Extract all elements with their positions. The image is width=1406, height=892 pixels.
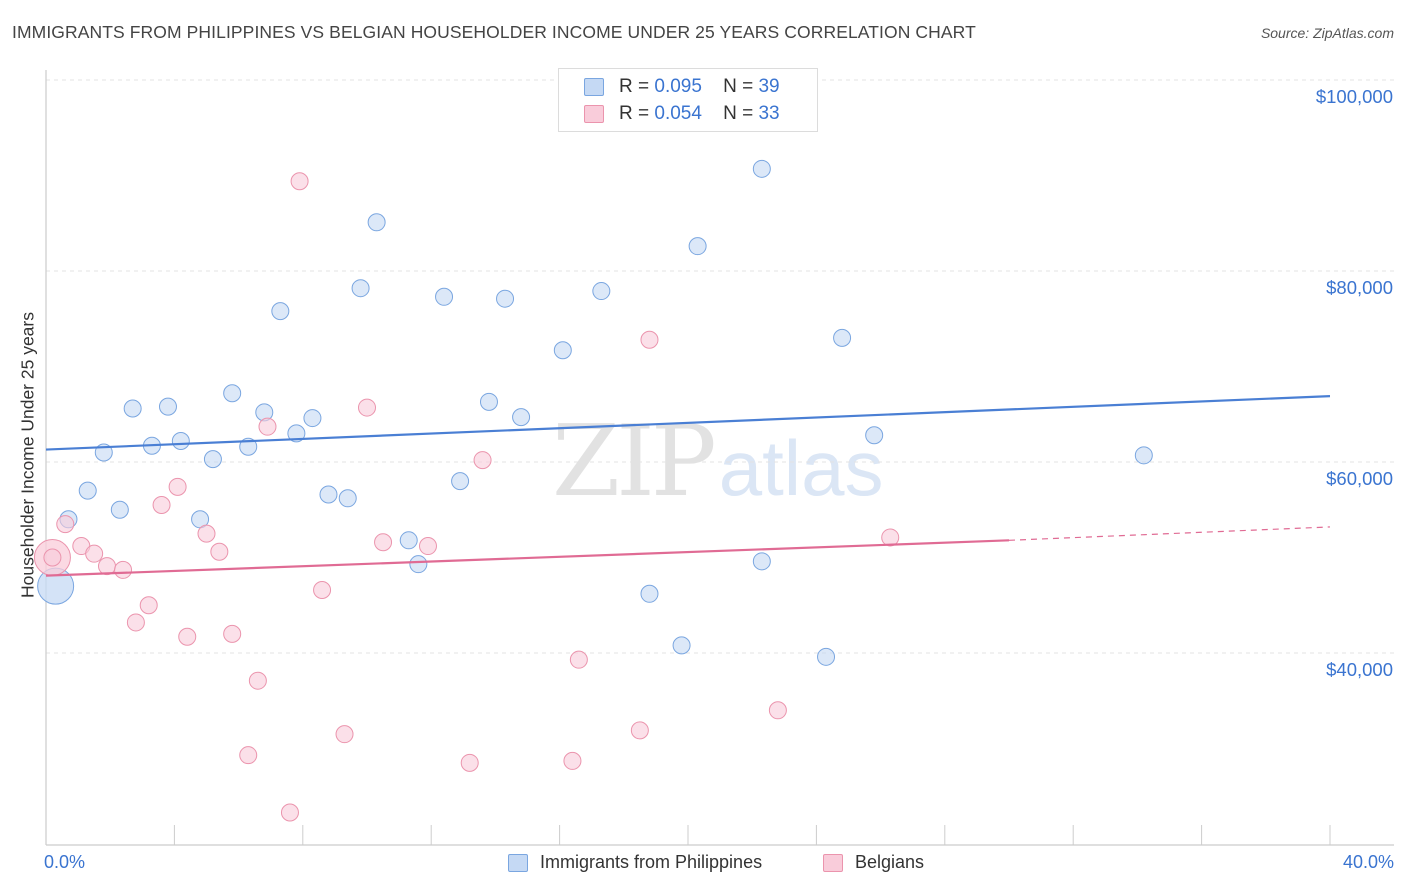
n-value: 33 (758, 103, 780, 124)
belgians-point (239, 746, 258, 765)
philippines-point (223, 384, 242, 403)
r-value: 0.054 (654, 103, 702, 124)
philippines-point (158, 397, 177, 416)
belgians-point (460, 753, 479, 772)
belgians-point (197, 524, 216, 543)
belgians-point (358, 398, 376, 417)
y-tick-label: $80,000 (1326, 277, 1393, 298)
philippines-point (367, 213, 386, 232)
philippines-point (110, 500, 129, 519)
philippines-point (817, 647, 836, 666)
belgians-point (152, 495, 171, 514)
belgians-point (640, 330, 659, 349)
belgians-point (178, 627, 197, 646)
y-axis-label: Householder Income Under 25 years (17, 312, 38, 598)
philippines-point (409, 555, 428, 574)
philippines-point (752, 159, 771, 178)
belgians-point (473, 451, 492, 470)
philippines-point (271, 302, 290, 321)
belgians-trend-line (45, 539, 1010, 577)
belgians-point (139, 596, 158, 615)
x-tick-label-max: 40.0% (1342, 852, 1394, 872)
belgians-point (43, 548, 62, 567)
philippines-point (752, 552, 771, 571)
belgians-point (210, 542, 229, 561)
belgians-swatch (584, 105, 604, 123)
n-value: 39 (758, 76, 780, 97)
philippines-point (688, 237, 707, 256)
chart-title: IMMIGRANTS FROM PHILIPPINES VS BELGIAN H… (12, 22, 976, 42)
belgians-point (114, 560, 133, 579)
philippines-point (865, 426, 884, 445)
belgians-point (374, 533, 393, 552)
philippines-point (78, 481, 97, 500)
belgians-point (126, 613, 145, 632)
belgians-point (418, 537, 437, 556)
belgians-point (258, 417, 277, 436)
source-attribution: Source: ZipAtlas.com (1260, 25, 1394, 41)
philippines-point (451, 472, 470, 491)
belgians-point (97, 557, 116, 576)
n-label: N = (723, 76, 754, 97)
belgians-point (56, 515, 75, 534)
belgians-point (223, 624, 242, 643)
r-label: R = (619, 103, 650, 124)
belgians-point (569, 650, 588, 669)
philippines-point (351, 279, 370, 298)
philippines-point (512, 408, 531, 427)
legend-label: Immigrants from Philippines (540, 852, 763, 872)
philippines-legend-swatch (508, 854, 528, 872)
belgians-point (280, 803, 299, 822)
r-label: R = (619, 76, 650, 97)
belgians-point (248, 671, 267, 690)
philippines-point (592, 282, 611, 301)
belgians-point (563, 751, 582, 770)
belgians-point (768, 701, 787, 720)
belgians-point (335, 725, 354, 744)
philippines-point (496, 289, 515, 308)
legend-label: Belgians (855, 852, 925, 872)
philippines-point (833, 328, 852, 347)
philippines-point (435, 287, 454, 306)
philippines-point (338, 489, 357, 508)
philippines-swatch (584, 78, 604, 96)
philippines-point (479, 392, 498, 411)
philippines-trend-line (45, 395, 1331, 451)
philippines-point (287, 424, 306, 443)
n-label: N = (723, 103, 754, 124)
y-tick-label: $40,000 (1326, 659, 1393, 680)
philippines-point (239, 437, 258, 456)
r-value: 0.095 (654, 76, 702, 97)
philippines-point (672, 636, 691, 655)
y-tick-label: $100,000 (1315, 86, 1393, 107)
belgians-point (290, 172, 309, 191)
philippines-point (319, 485, 338, 504)
belgians-point (313, 580, 332, 599)
philippines-point (1134, 446, 1153, 465)
philippines-point (553, 341, 572, 360)
philippines-point (171, 431, 190, 450)
correlation-legend: R = 0.095 N = 39 R = 0.054 N = 33 (558, 68, 818, 132)
belgians-point (168, 477, 187, 496)
philippines-point (303, 409, 322, 428)
belgians-point (881, 528, 900, 547)
belgians-trend-extension (1008, 526, 1331, 541)
philippines-point (203, 450, 222, 469)
y-tick-label: $60,000 (1326, 468, 1393, 489)
belgians-point (630, 721, 649, 740)
x-tick-label-min: 0.0% (44, 852, 86, 872)
belgians-point (85, 544, 104, 563)
philippines-point (123, 399, 142, 418)
philippines-point (399, 531, 418, 550)
belgians-legend-swatch (823, 854, 843, 872)
philippines-point (640, 584, 659, 603)
